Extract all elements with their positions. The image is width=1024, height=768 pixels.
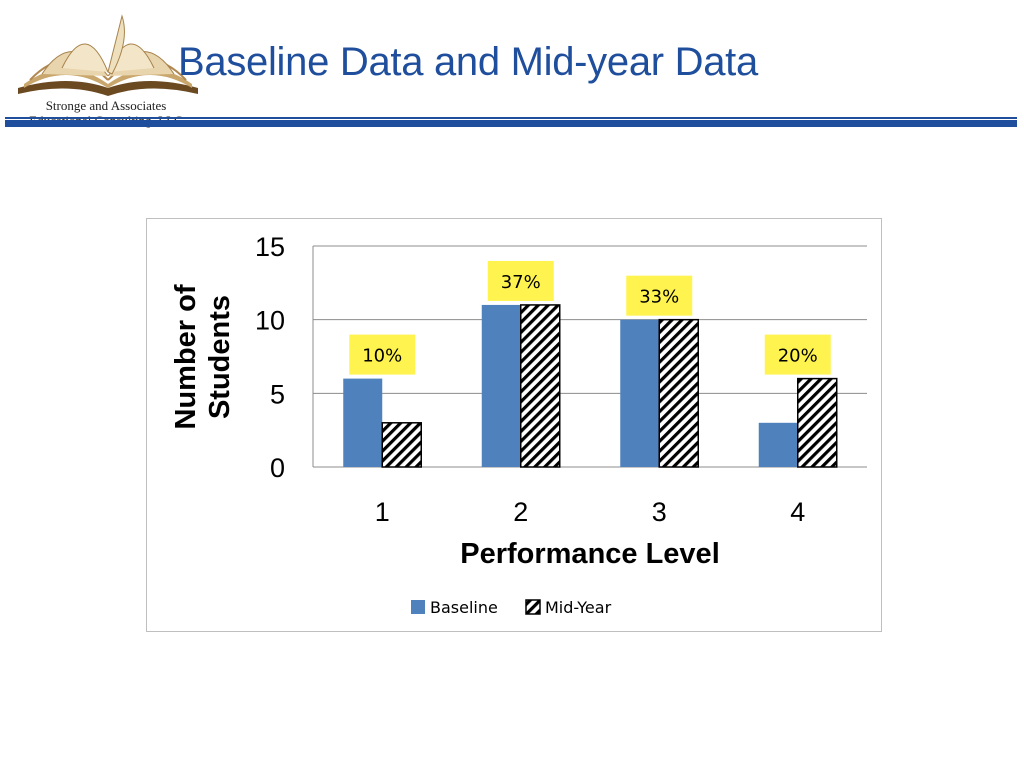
x-tick-label: 1 [375, 497, 390, 527]
percent-callout-box [626, 275, 693, 316]
logo-text-line1: Stronge and Associates [45, 98, 167, 113]
x-tick-label: 4 [790, 497, 805, 527]
legend-swatch-mid-year [525, 599, 541, 615]
bar-mid-year [658, 318, 699, 468]
bar-mid-year [797, 377, 838, 468]
open-book-icon [18, 14, 198, 96]
percent-callout-box [764, 334, 831, 375]
y-axis-title: Number ofStudents [170, 284, 236, 429]
bar-baseline [481, 304, 521, 467]
x-tick-label: 2 [513, 497, 528, 527]
y-tick-label: 5 [270, 379, 285, 409]
bar-mid-year [520, 304, 561, 468]
x-tick-label: 3 [652, 497, 667, 527]
percent-callout-box [349, 334, 416, 375]
legend-label-baseline: Baseline [430, 598, 498, 617]
slide-title: Baseline Data and Mid-year Data [178, 40, 758, 84]
legend-label-mid-year: Mid-Year [545, 598, 612, 617]
bar-baseline [620, 319, 660, 467]
y-tick-label: 15 [255, 232, 285, 262]
title-underline-thin [5, 117, 1017, 119]
title-underline [5, 120, 1017, 127]
bar-chart: 0 5 10 15 1 10% 2 37% 3 33% 4 20% Performance Level N… [170, 232, 867, 617]
legend-swatch-baseline [411, 600, 425, 614]
y-tick-label: 0 [270, 453, 285, 483]
percent-callout-label: 33% [639, 287, 679, 308]
y-tick-label: 10 [255, 306, 285, 336]
bar-baseline [758, 422, 798, 467]
percent-callout-label: 10% [362, 346, 402, 367]
percent-callout-box [487, 260, 554, 301]
bar-baseline [343, 378, 383, 467]
percent-callout-label: 20% [778, 346, 818, 367]
chart-panel: 0 5 10 15 1 10% 2 37% 3 33% 4 20% Performance Level N… [146, 218, 882, 632]
x-axis-title: Performance Level [460, 538, 720, 570]
percent-callout-label: 37% [501, 272, 541, 293]
bar-mid-year [381, 422, 422, 468]
